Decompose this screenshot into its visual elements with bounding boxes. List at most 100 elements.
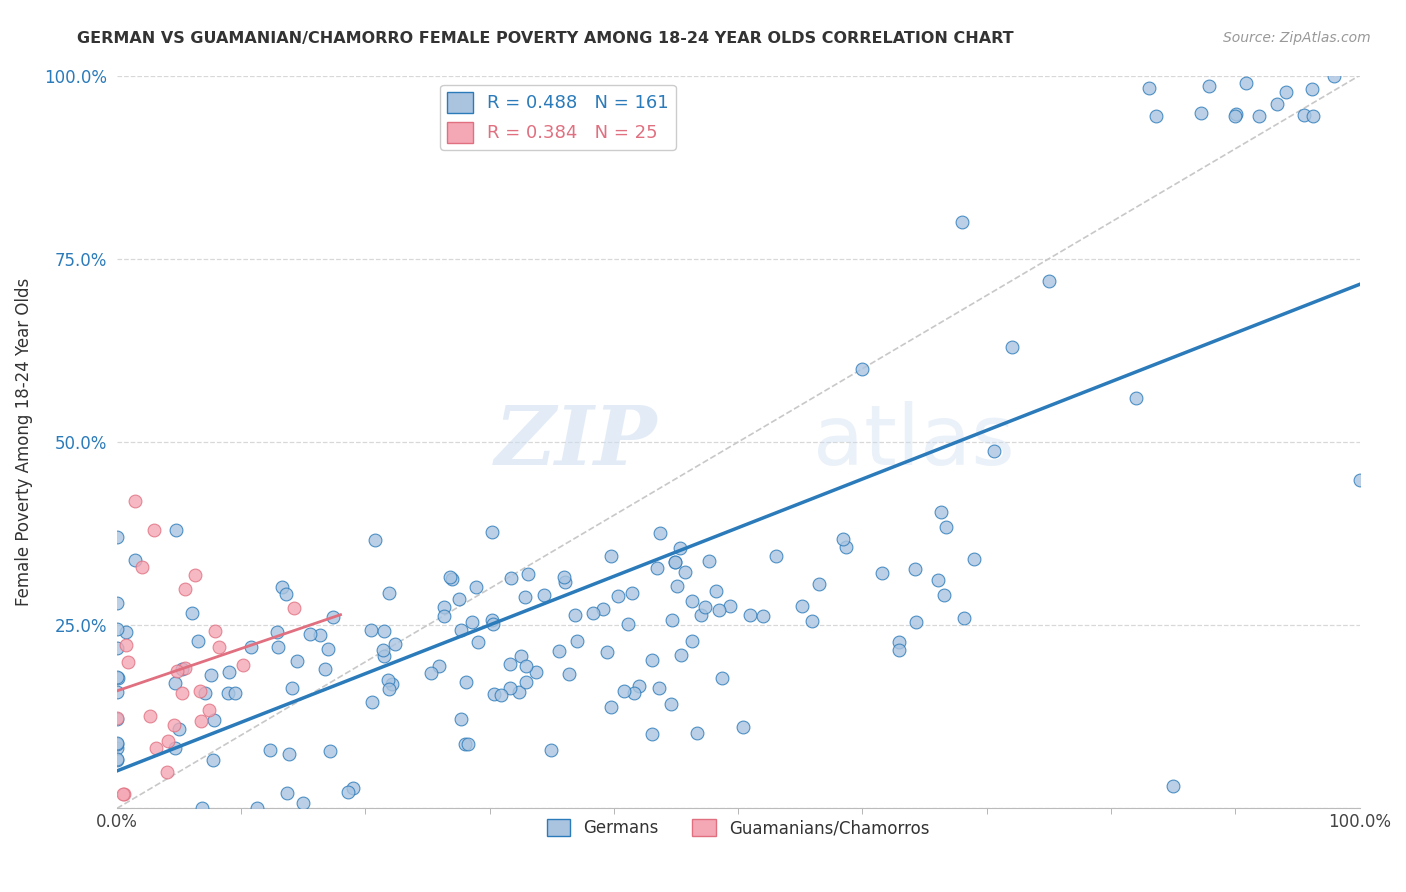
Point [983, 444, 1005, 458]
Point [790, 599, 813, 613]
Point [481, 613, 503, 627]
Text: atlas: atlas [813, 401, 1015, 483]
Point [1000, 340, 1022, 354]
Point [319, 744, 342, 758]
Point [441, 572, 464, 586]
Point [298, 627, 321, 641]
Point [693, 600, 716, 615]
Point [718, 599, 741, 613]
Point [131, 559, 153, 574]
Point [115, 624, 138, 639]
Point [145, 740, 167, 755]
Point [105, 752, 128, 766]
Point [931, 505, 953, 519]
Point [427, 659, 450, 673]
Point [1301, 81, 1323, 95]
Point [1294, 108, 1316, 122]
Point [276, 786, 298, 800]
Point [373, 649, 395, 664]
Point [1302, 109, 1324, 123]
Point [509, 649, 531, 664]
Point [246, 801, 269, 815]
Point [204, 624, 226, 639]
Point [105, 712, 128, 726]
Point [953, 611, 976, 625]
Point [807, 576, 830, 591]
Point [467, 634, 489, 648]
Point [887, 643, 910, 657]
Point [259, 743, 281, 757]
Point [360, 623, 382, 637]
Point [105, 622, 128, 636]
Point [1265, 97, 1288, 112]
Point [200, 668, 222, 682]
Point [1198, 78, 1220, 93]
Point [934, 588, 956, 602]
Point [316, 642, 339, 657]
Point [165, 741, 187, 756]
Point [553, 570, 575, 584]
Point [686, 726, 709, 740]
Point [217, 686, 239, 700]
Text: ZIP: ZIP [495, 402, 658, 482]
Point [105, 736, 128, 750]
Point [112, 787, 135, 801]
Point [105, 670, 128, 684]
Point [447, 592, 470, 607]
Point [172, 662, 194, 676]
Point [673, 565, 696, 579]
Point [165, 523, 187, 537]
Point [180, 606, 202, 620]
Point [457, 737, 479, 751]
Point [765, 549, 787, 563]
Point [832, 532, 855, 546]
Point [927, 574, 949, 588]
Point [377, 673, 399, 687]
Point [516, 566, 538, 581]
Point [124, 552, 146, 566]
Point [377, 682, 399, 697]
Point [465, 580, 488, 594]
Point [173, 661, 195, 675]
Point [689, 607, 711, 622]
Point [170, 686, 193, 700]
Point [665, 579, 688, 593]
Point [751, 608, 773, 623]
Point [309, 627, 332, 641]
Point [124, 493, 146, 508]
Point [592, 601, 614, 615]
Point [291, 797, 314, 811]
Point [659, 698, 682, 712]
Point [706, 583, 728, 598]
Point [274, 587, 297, 601]
Point [935, 520, 957, 534]
Point [453, 738, 475, 752]
Point [190, 714, 212, 728]
Point [143, 523, 166, 537]
Point [1323, 69, 1346, 83]
Point [540, 743, 562, 757]
Point [1038, 274, 1060, 288]
Point [681, 634, 703, 648]
Point [373, 624, 395, 639]
Point [117, 656, 139, 670]
Y-axis label: Female Poverty Among 18-24 Year Olds: Female Poverty Among 18-24 Year Olds [15, 277, 32, 606]
Point [283, 601, 305, 615]
Point [191, 801, 214, 815]
Point [360, 695, 382, 709]
Point [1144, 109, 1167, 123]
Point [218, 665, 240, 679]
Point [105, 711, 128, 725]
Point [202, 714, 225, 728]
Point [105, 641, 128, 656]
Point [337, 784, 360, 798]
Point [378, 585, 401, 599]
Point [508, 685, 530, 699]
Point [364, 533, 387, 548]
Point [1225, 107, 1247, 121]
Point [671, 648, 693, 663]
Point [641, 727, 664, 741]
Point [612, 684, 634, 698]
Point [645, 561, 668, 575]
Legend: Germans, Guamanians/Chamorros: Germans, Guamanians/Chamorros [540, 813, 936, 844]
